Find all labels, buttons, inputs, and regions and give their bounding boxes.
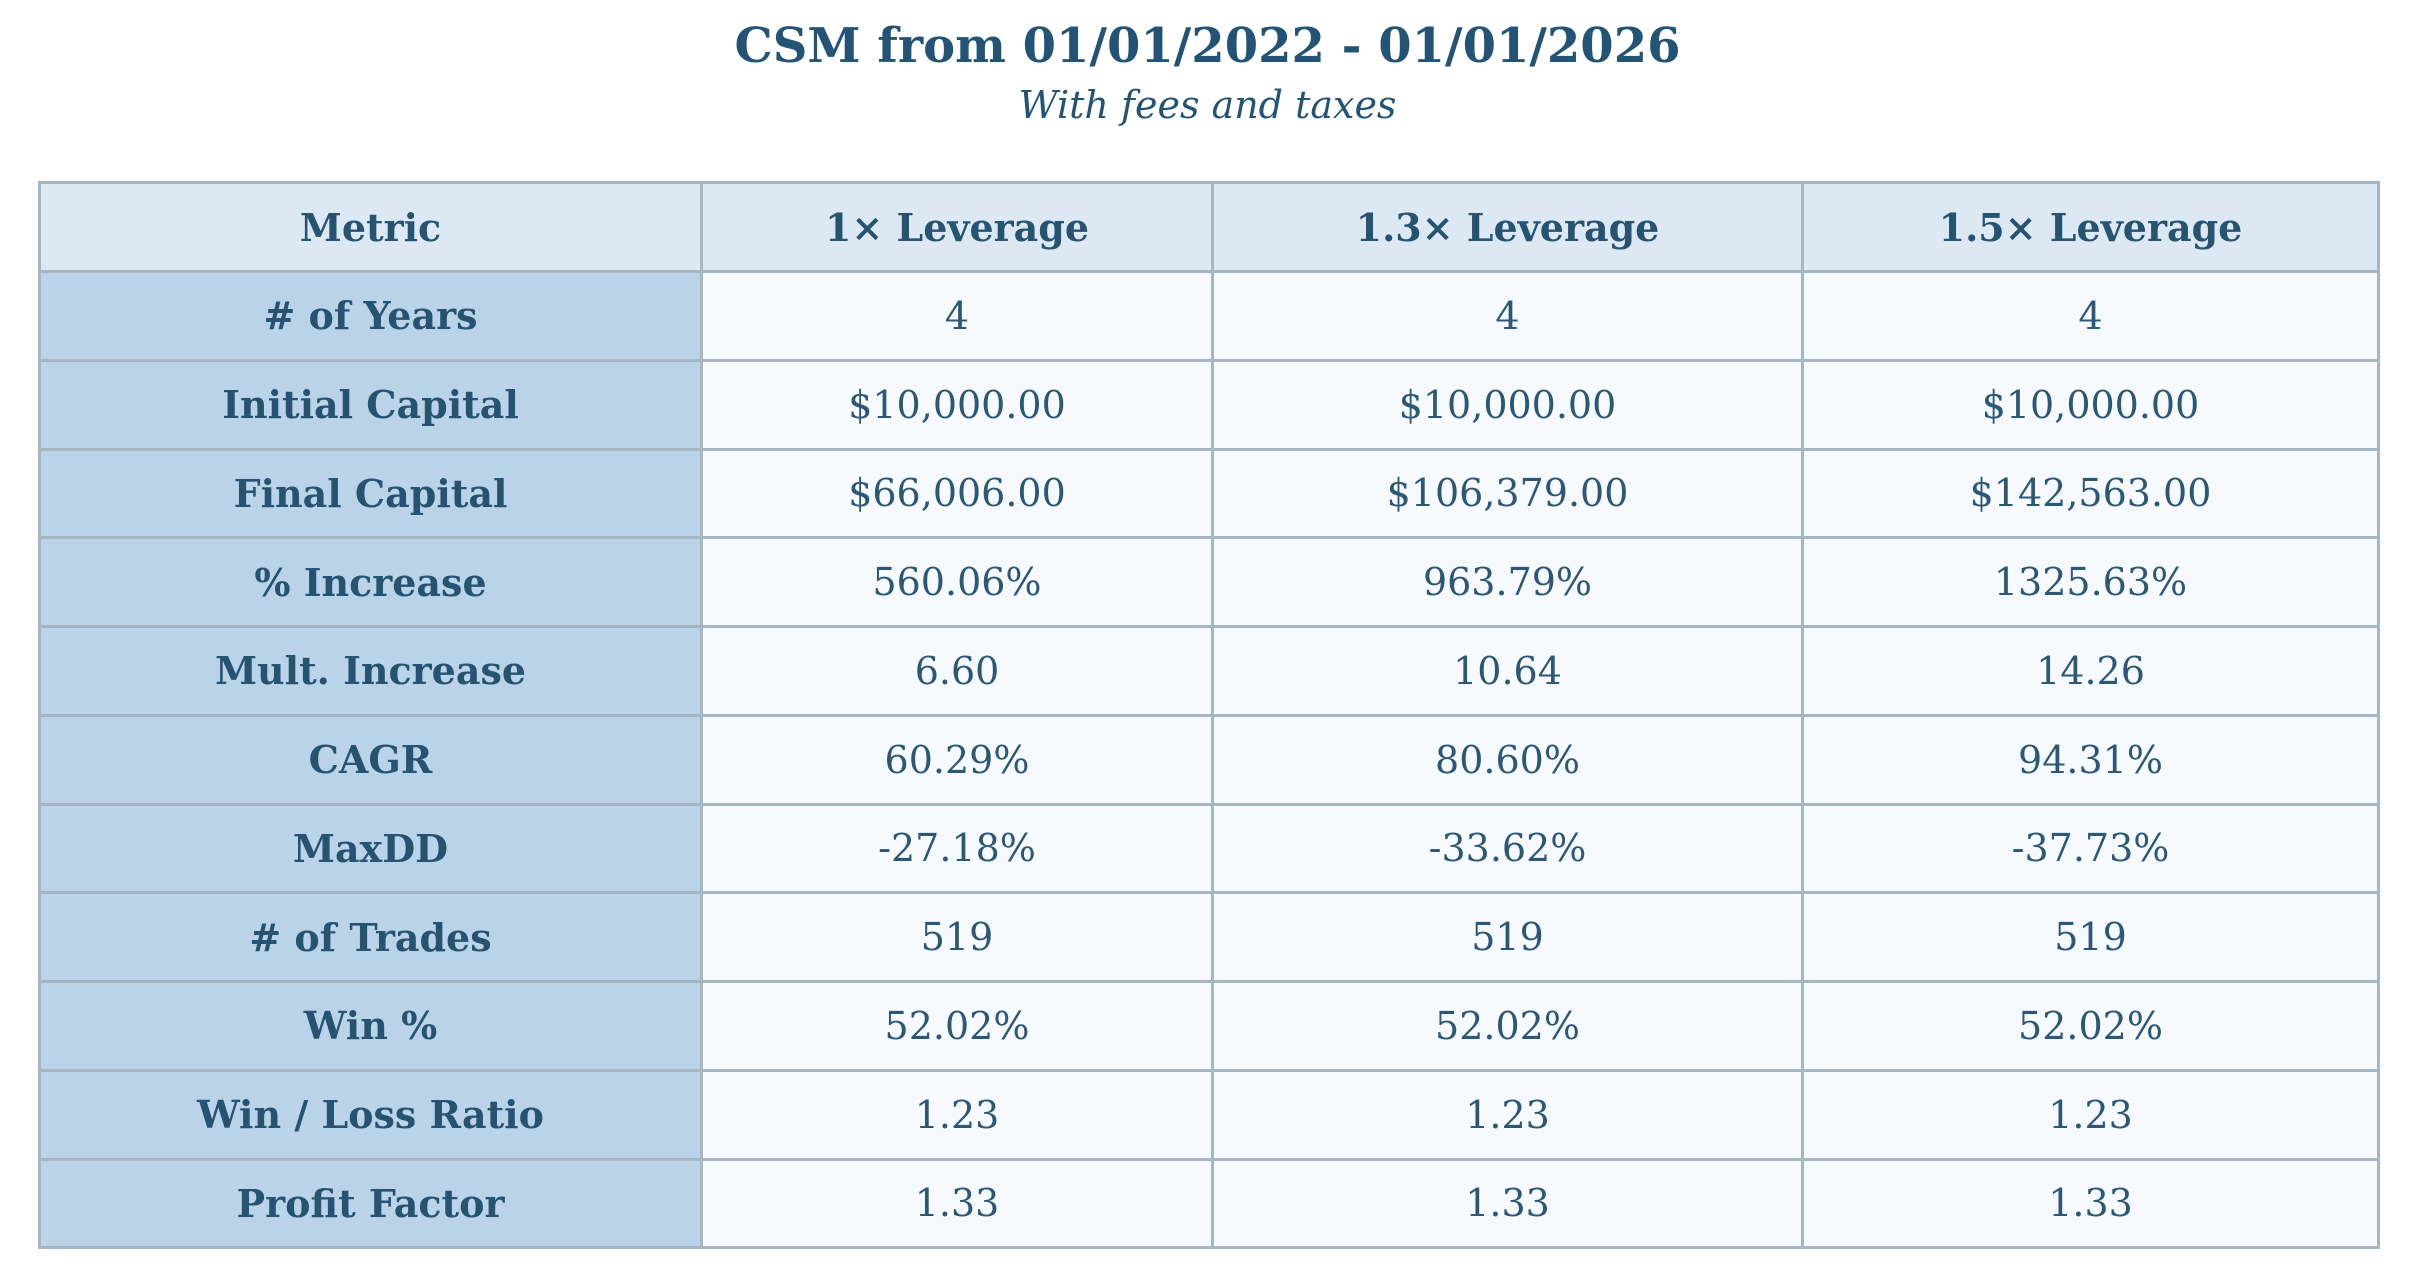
metric-value: 80.60% [1211,713,1804,806]
metric-label: MaxDD [38,802,703,895]
table-row: CAGR 60.29% 80.60% 94.31% [38,713,2380,806]
metric-value: 1.33 [700,1157,1214,1250]
metric-value: 4 [1211,270,1804,362]
column-header-leverage: 1.3× Leverage [1211,181,1804,274]
metric-value: 6.60 [700,625,1214,717]
metric-value: 1.33 [1211,1157,1804,1250]
metric-label: Win % [38,980,703,1072]
metrics-table-body: # of Years 4 4 4 Initial Capital $10,000.00 $1… [38,270,2380,1250]
table-row: Profit Factor 1.33 1.33 1.33 [38,1157,2380,1250]
table-row: MaxDD -27.18% -33.62% -37.73% [38,802,2380,895]
metric-value: 1.23 [1211,1068,1804,1161]
metric-value: 52.02% [700,980,1214,1072]
metric-label: % Increase [38,536,703,629]
page-title: CSM from 01/01/2022 - 01/01/2026 [734,18,1681,74]
column-header-leverage: 1.5× Leverage [1801,181,2380,274]
metric-value: 560.06% [700,536,1214,629]
metric-value: $142,563.00 [1801,447,2380,540]
metric-value: $10,000.00 [1211,358,1804,451]
metric-value: 4 [1801,270,2380,362]
metric-value: 519 [700,891,1214,984]
metric-value: $106,379.00 [1211,447,1804,540]
metric-value: 1325.63% [1801,536,2380,629]
table-row: Win / Loss Ratio 1.23 1.23 1.23 [38,1068,2380,1161]
metric-value: $10,000.00 [700,358,1214,451]
metric-label: # of Years [38,270,703,362]
metric-value: $66,006.00 [700,447,1214,540]
metric-value: $10,000.00 [1801,358,2380,451]
column-header-metric: Metric [38,181,703,274]
metric-label: Final Capital [38,447,703,540]
metric-label: CAGR [38,713,703,806]
metric-value: 14.26 [1801,625,2380,717]
metric-value: 52.02% [1801,980,2380,1072]
metric-value: -33.62% [1211,802,1804,895]
table-row: # of Trades 519 519 519 [38,891,2380,984]
metric-label: Profit Factor [38,1157,703,1250]
table-row: Final Capital $66,006.00 $106,379.00 $142,5… [38,447,2380,540]
metric-value: 1.23 [1801,1068,2380,1161]
metric-value: 4 [700,270,1214,362]
metric-value: -27.18% [700,802,1214,895]
metric-label: Initial Capital [38,358,703,451]
page-subtitle: With fees and taxes [1018,82,1397,127]
table-row: Win % 52.02% 52.02% 52.02% [38,980,2380,1072]
metric-value: 52.02% [1211,980,1804,1072]
metric-value: 94.31% [1801,713,2380,806]
table-row: Mult. Increase 6.60 10.64 14.26 [38,625,2380,717]
metric-value: 963.79% [1211,536,1804,629]
column-header-leverage: 1× Leverage [700,181,1214,274]
metric-value: 10.64 [1211,625,1804,717]
table-row: % Increase 560.06% 963.79% 1325.63% [38,536,2380,629]
report-header: CSM from 01/01/2022 - 01/01/2026 With fe… [0,18,2415,127]
metric-value: 1.23 [700,1068,1214,1161]
metric-value: -37.73% [1801,802,2380,895]
metric-label: Win / Loss Ratio [38,1068,703,1161]
table-row: # of Years 4 4 4 [38,270,2380,362]
table-row: Initial Capital $10,000.00 $10,000.00 $10,0… [38,358,2380,451]
metric-value: 519 [1211,891,1804,984]
table-header-row: Metric 1× Leverage 1.3× Leverage 1.5× Lever… [38,181,2380,274]
metric-label: # of Trades [38,891,703,984]
metrics-table: Metric 1× Leverage 1.3× Leverage 1.5× Lever… [38,181,2380,1250]
metric-value: 60.29% [700,713,1214,806]
metric-value: 1.33 [1801,1157,2380,1250]
metric-value: 519 [1801,891,2380,984]
metric-label: Mult. Increase [38,625,703,717]
